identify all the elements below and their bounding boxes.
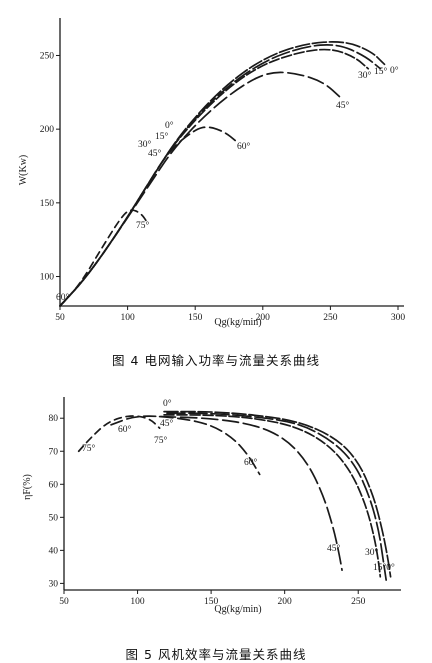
y-tick-label: 80	[49, 414, 59, 424]
curve-label: 0°	[163, 398, 172, 409]
curve-label: 75°	[154, 435, 168, 446]
curve-label: 45°	[160, 418, 174, 429]
curve-label: 15°0°	[373, 562, 395, 573]
x-tick-label: 100	[120, 313, 135, 323]
y-tick-label: 40	[49, 546, 59, 556]
curve-label: 15°	[374, 66, 388, 77]
x-tick-label: 150	[188, 313, 203, 323]
curve-label: 45°	[327, 543, 341, 554]
y-axis-label: ηF(%)	[22, 474, 33, 500]
x-axis-label: Qg(kg/min)	[214, 604, 261, 615]
series-line-75deg	[59, 209, 149, 307]
x-tick-label: 250	[351, 597, 366, 607]
curve-label: 60°	[56, 292, 70, 303]
curve-label: 0°	[165, 120, 174, 131]
curve-label: 75°	[82, 443, 96, 454]
y-tick-label: 150	[40, 199, 55, 209]
series-line-30deg	[59, 48, 370, 307]
series-line-0deg	[163, 410, 392, 578]
y-tick-label: 70	[49, 447, 59, 457]
x-tick-label: 50	[55, 313, 65, 323]
y-axis-label: W(Kw)	[18, 155, 29, 186]
series-line-30deg	[163, 414, 382, 578]
curve-label: 45°	[336, 100, 350, 111]
curve-label: 0°	[390, 65, 399, 76]
x-tick-label: 100	[130, 597, 145, 607]
series-line-15deg	[166, 412, 388, 581]
y-tick-label: 60	[49, 480, 59, 490]
x-tick-label: 250	[323, 313, 338, 323]
series-line-60deg	[59, 126, 237, 307]
x-tick-label: 300	[391, 313, 406, 323]
curve-label: 15°	[155, 131, 169, 142]
series-line-60deg	[110, 415, 261, 476]
series-line-75deg	[77, 415, 161, 453]
y-tick-label: 250	[40, 51, 55, 61]
x-tick-label: 50	[59, 597, 69, 607]
figure-4-caption: 图 4 电网输入功率与流量关系曲线	[112, 353, 320, 368]
series-line-0deg	[59, 41, 386, 307]
x-axis-label: Qg(kg/min)	[214, 317, 261, 328]
curve-label: 30°	[138, 139, 152, 150]
y-tick-label: 200	[40, 125, 55, 135]
curve-label: 60°	[237, 141, 251, 152]
figure-5-caption: 图 5 风机效率与流量关系曲线	[125, 647, 307, 662]
curve-label: 75°	[136, 220, 150, 231]
x-tick-label: 200	[256, 313, 271, 323]
curve-label: 45°	[148, 148, 162, 159]
curve-label: 60°	[118, 424, 132, 435]
curve-label: 60°	[244, 457, 258, 468]
curve-label: 30°	[358, 70, 372, 81]
power-flow-chart: 50 100 150 200 250 300 100 150 200 250 Qg(kg/min) W…	[18, 18, 405, 328]
curve-label: 30°	[365, 547, 379, 558]
y-tick-label: 100	[40, 273, 55, 283]
x-tick-label: 150	[204, 597, 219, 607]
series-line-45deg	[59, 71, 343, 307]
y-tick-label: 30	[49, 579, 59, 589]
series-line-15deg	[59, 44, 382, 307]
efficiency-flow-chart: 50 100 150 200 250 30 40 50 60 70 80 Qg(kg/min) ηF(%…	[22, 397, 401, 615]
series-line-45deg	[158, 415, 343, 572]
x-tick-label: 200	[278, 597, 293, 607]
y-tick-label: 50	[49, 513, 59, 523]
